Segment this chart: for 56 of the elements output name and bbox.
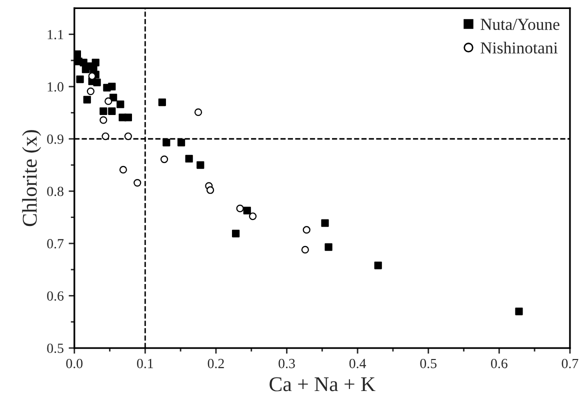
x-axis-title: Ca + Na + K <box>270 377 376 392</box>
point <box>93 78 101 86</box>
point <box>80 58 88 66</box>
point <box>194 108 202 116</box>
point <box>236 204 244 212</box>
point <box>374 262 382 270</box>
y-tick-label: 0.8 <box>47 186 64 196</box>
legend-label: Nuta/Youne <box>480 18 560 30</box>
x-tick-label: 0.6 <box>491 358 508 368</box>
point <box>321 219 329 227</box>
point <box>515 308 523 316</box>
point <box>206 186 214 194</box>
point <box>104 97 112 106</box>
point <box>100 116 108 124</box>
x-tick-label: 0.4 <box>349 358 366 368</box>
point <box>248 212 257 220</box>
y-tick-label: 1.0 <box>48 82 64 92</box>
point <box>100 107 108 115</box>
point <box>158 98 166 106</box>
x-tick-label: 0.0 <box>66 358 83 368</box>
point <box>102 132 110 140</box>
point <box>160 155 168 164</box>
point <box>301 246 309 254</box>
y-tick-label: 0.9 <box>47 134 64 144</box>
y-axis-title: Chlorite (x) <box>22 130 42 226</box>
point <box>177 138 186 146</box>
point <box>92 58 100 66</box>
x-tick-label: 0.3 <box>278 358 295 368</box>
point <box>243 206 251 214</box>
point <box>185 154 193 163</box>
point <box>108 82 116 90</box>
point <box>124 132 132 140</box>
point <box>162 138 170 146</box>
point <box>116 100 124 108</box>
x-tick-label: 0.7 <box>562 358 578 368</box>
y-tick-label: 0.5 <box>47 344 64 354</box>
point <box>196 161 204 169</box>
point <box>119 166 128 174</box>
y-tick-label: 0.7 <box>47 239 64 248</box>
point <box>124 114 132 122</box>
point <box>74 50 82 58</box>
point <box>108 107 116 115</box>
point <box>134 178 142 187</box>
x-tick-label: 0.1 <box>137 358 154 368</box>
point <box>302 226 310 234</box>
y-tick-label: 0.6 <box>47 291 64 301</box>
point <box>88 72 96 80</box>
legend-label: Nishinotani <box>480 42 558 54</box>
x-tick-label: 0.2 <box>208 358 224 368</box>
point <box>76 75 84 84</box>
point <box>83 96 91 104</box>
y-tick-label: 1.1 <box>48 30 64 40</box>
point <box>232 230 240 238</box>
x-tick-label: 0.5 <box>420 358 436 368</box>
point <box>324 243 332 251</box>
point <box>86 87 94 96</box>
